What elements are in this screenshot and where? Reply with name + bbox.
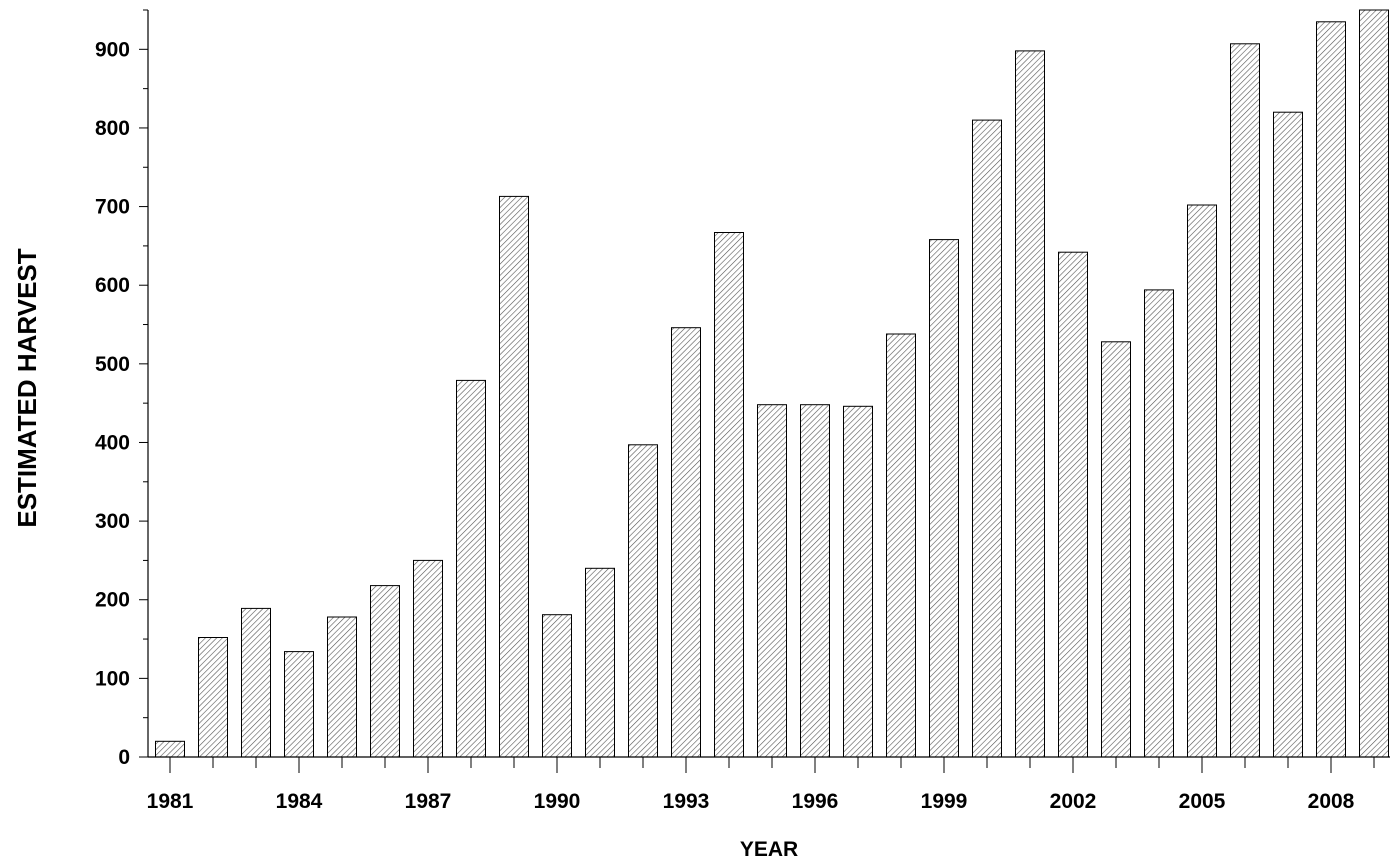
y-tick-label: 800 [95, 117, 130, 140]
bar-2009 [1359, 9, 1389, 758]
bar-2007 [1273, 111, 1303, 758]
bar-1992 [628, 444, 658, 758]
x-tick-label: 1984 [276, 790, 323, 813]
y-tick-label: 900 [95, 38, 130, 61]
bar-2008 [1316, 21, 1346, 758]
bar-2004 [1144, 289, 1174, 758]
y-tick-label: 600 [95, 274, 130, 297]
bar-1987 [413, 559, 443, 758]
x-axis-title: YEAR [740, 838, 798, 861]
bar-1989 [499, 195, 529, 758]
bar-2000 [972, 119, 1002, 758]
y-ticks: 0 100 200 300 400 500 600 700 800 900 [95, 9, 148, 769]
y-tick-label: 200 [95, 589, 130, 612]
bar-1995 [757, 404, 787, 758]
bar-1981 [155, 740, 185, 758]
x-tick-label: 2008 [1308, 790, 1355, 813]
y-tick-label: 500 [95, 353, 130, 376]
bar-1984 [284, 651, 314, 758]
bar-1983 [241, 607, 271, 758]
x-tick-label: 1987 [405, 790, 452, 813]
y-axis-title: ESTIMATED HARVEST [12, 248, 42, 527]
bars-group [155, 9, 1389, 758]
y-tick-label: 0 [118, 746, 130, 769]
bar-2005 [1187, 204, 1217, 758]
bar-1999 [929, 239, 959, 758]
bar-2002 [1058, 251, 1088, 758]
bar-1997 [843, 405, 873, 758]
x-tick-label: 1990 [534, 790, 581, 813]
y-tick-label: 100 [95, 667, 130, 690]
bar-1993 [671, 327, 701, 758]
y-tick-label: 400 [95, 431, 130, 454]
bar-1988 [456, 379, 486, 758]
bar-1990 [542, 614, 572, 758]
x-tick-label: 2005 [1179, 790, 1226, 813]
bar-1994 [714, 232, 744, 758]
bar-1991 [585, 567, 615, 758]
bar-1998 [886, 333, 916, 758]
bar-2003 [1101, 341, 1131, 758]
x-tick-label: 1993 [663, 790, 710, 813]
bar-1985 [327, 616, 357, 758]
bar-1996 [800, 404, 830, 758]
x-tick-label: 1996 [792, 790, 839, 813]
y-tick-label: 700 [95, 196, 130, 219]
bar-2006 [1230, 43, 1260, 758]
bar-2001 [1015, 50, 1045, 758]
y-tick-label: 300 [95, 510, 130, 533]
x-tick-label: 1981 [147, 790, 194, 813]
bar-1986 [370, 585, 400, 758]
bar-1982 [198, 637, 228, 758]
x-tick-label: 1999 [921, 790, 968, 813]
x-tick-label: 2002 [1050, 790, 1097, 813]
x-ticks: 1981 1984 1987 1990 1993 1996 1999 2002 2005 2008 [147, 757, 1375, 813]
